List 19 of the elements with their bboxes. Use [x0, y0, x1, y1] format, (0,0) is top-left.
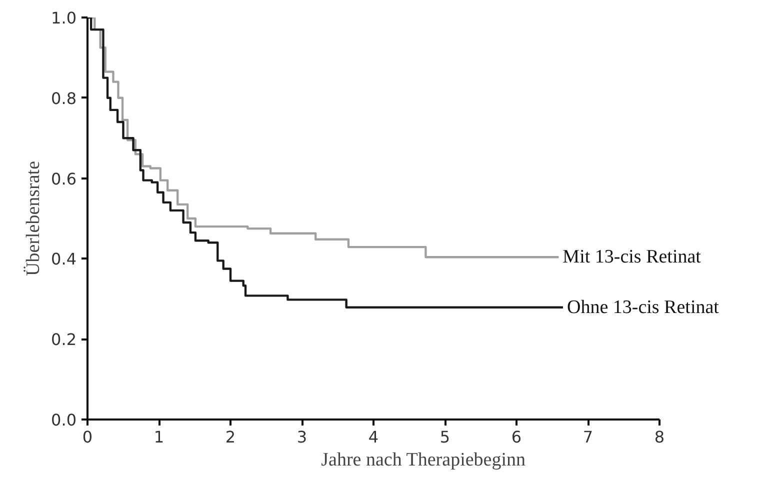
- x-tick-label: 1: [154, 428, 164, 446]
- x-axis-title: Jahre nach Therapiebeginn: [321, 450, 526, 470]
- y-tick-label: 1.0: [51, 8, 77, 28]
- x-tick-label: 3: [296, 428, 308, 446]
- y-tick-label: 0.6: [51, 169, 77, 188]
- y-tick-label: 0.8: [51, 88, 77, 108]
- series-label: Ohne 13-cis Retinat: [566, 296, 720, 318]
- y-axis-title: Überlebensrate: [23, 160, 44, 276]
- x-tick-label: 6: [511, 428, 522, 446]
- y-tick-label: 0.2: [51, 330, 77, 350]
- x-tick-label: 0: [82, 428, 93, 446]
- x-tick-label: 4: [368, 428, 379, 446]
- y-tick-label: 0.4: [51, 250, 77, 269]
- y-tick-label: 0.0: [51, 410, 77, 430]
- x-tick-label: 7: [582, 428, 594, 446]
- series-label: Mit 13-cis Retinat: [562, 246, 702, 268]
- x-tick-label: 2: [225, 428, 236, 446]
- x-tick-label: 8: [654, 428, 665, 446]
- x-tick-label: 5: [440, 428, 450, 446]
